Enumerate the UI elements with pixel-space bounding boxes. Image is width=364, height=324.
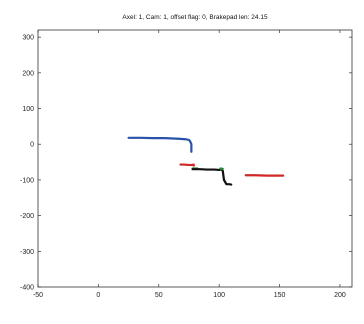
- x-tick-label: 100: [213, 292, 225, 299]
- y-tick-label: -200: [20, 213, 34, 220]
- y-tick-label: 100: [22, 106, 34, 113]
- x-tick-label: 0: [96, 292, 100, 299]
- y-tick-label: 0: [30, 142, 34, 149]
- y-tick-label: -400: [20, 285, 34, 292]
- x-tick-label: -50: [33, 292, 43, 299]
- x-tick-label: 150: [274, 292, 286, 299]
- series-line-2: [179, 163, 195, 167]
- plot-area: [37, 29, 353, 288]
- series-layer: [127, 136, 285, 186]
- x-tick-label: 50: [155, 292, 163, 299]
- y-tick-label: -300: [20, 249, 34, 256]
- series-line-1: [127, 136, 193, 153]
- y-tick-label: 300: [22, 35, 34, 42]
- y-tick-label: 200: [22, 70, 34, 77]
- axis-ticks: -50 0 50 100 150 200 -400 -300 -200 -100 0 100 200 30…: [20, 30, 352, 299]
- chart-title: Axel: 1, Cam: 1, offset flag: 0, Brakepa…: [122, 14, 268, 21]
- x-tick-label: 200: [334, 292, 346, 299]
- y-tick-label: -100: [20, 177, 34, 184]
